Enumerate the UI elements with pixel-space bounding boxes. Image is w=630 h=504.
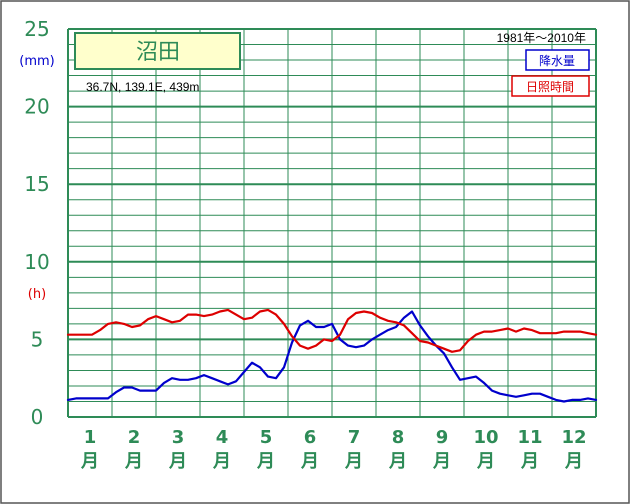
x-tick-month-number: 1	[84, 427, 97, 448]
x-tick-month-number: 12	[561, 427, 586, 448]
x-tick-month-number: 11	[517, 427, 542, 448]
x-tick-month-number: 9	[436, 427, 449, 448]
location-label: 36.7N, 139.1E, 439m	[86, 80, 199, 94]
legend-sunshine-box	[511, 75, 590, 97]
y-tick-label: 20	[24, 95, 49, 119]
y-axis-ticks: 0 5 10 15 20 25	[24, 17, 49, 429]
x-axis-ticks: 1 月 2 月 3 月 4 月 5 月 6 月 7 月 8 月 9 月 10 月 11 月 12 月	[80, 427, 587, 472]
x-tick-month-number: 2	[128, 427, 141, 448]
x-tick-month-unit: 月	[564, 451, 583, 472]
title-box	[74, 32, 241, 70]
x-tick-month-number: 5	[260, 427, 273, 448]
chart-title: 沼田	[136, 40, 180, 65]
series-lines	[66, 308, 598, 403]
x-tick-month-unit: 月	[212, 451, 231, 472]
x-tick-month-unit: 月	[256, 451, 275, 472]
x-tick-month-unit: 月	[344, 451, 363, 472]
x-tick-month-unit: 月	[124, 451, 143, 472]
y-tick-label: 25	[24, 17, 49, 41]
y-tick-label: 15	[24, 172, 49, 196]
unit-precip: (mm)	[19, 54, 54, 69]
x-tick-month-unit: 月	[80, 451, 99, 472]
legend-precip-box	[525, 49, 590, 71]
x-tick-month-number: 10	[473, 427, 498, 448]
x-tick-month-number: 6	[304, 427, 317, 448]
y-tick-label: 5	[31, 327, 44, 351]
x-tick-month-unit: 月	[432, 451, 451, 472]
grid	[67, 28, 597, 418]
x-tick-month-number: 8	[392, 427, 405, 448]
legend-sunshine: 日照時間	[526, 80, 574, 94]
x-tick-month-number: 4	[216, 427, 229, 448]
x-tick-month-unit: 月	[388, 451, 407, 472]
legend-precip: 降水量	[539, 54, 575, 68]
series-precipitation-line	[66, 310, 598, 403]
series-sunshine-line	[66, 308, 598, 353]
x-tick-month-unit: 月	[168, 451, 187, 472]
x-tick-month-number: 3	[172, 427, 185, 448]
unit-sunshine: (h)	[28, 287, 46, 302]
y-tick-label: 10	[24, 250, 49, 274]
x-tick-month-unit: 月	[520, 451, 539, 472]
x-tick-month-number: 7	[348, 427, 361, 448]
period-label: 1981年〜2010年	[497, 31, 586, 45]
y-tick-label: 0	[31, 405, 44, 429]
x-tick-month-unit: 月	[476, 451, 495, 472]
x-tick-month-unit: 月	[300, 451, 319, 472]
